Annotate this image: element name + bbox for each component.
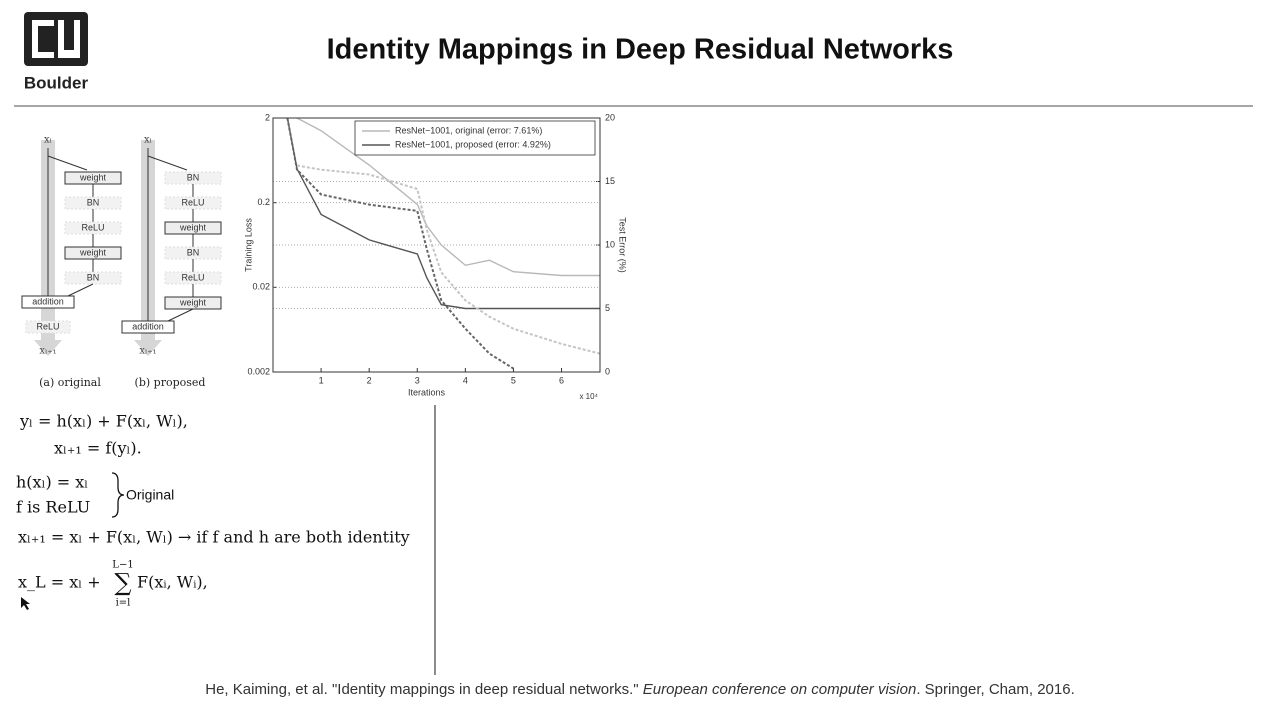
equation: h(xₗ) = xₗ [16,473,88,492]
logo-text: Boulder [24,73,89,92]
cursor [21,597,30,610]
equation: yₗ = h(xₗ) + F(xₗ, Wₗ), [19,412,188,431]
y-tick-label: 0.2 [257,197,270,207]
y2-tick-label: 15 [605,176,615,186]
x-axis-label: Iterations [408,387,446,397]
training-chart: 2 0.2 0.02 0.002 0 5 10 15 20 1 2 3 4 5 6 Iterations x 1… [243,112,627,401]
addition-label: addition [32,296,64,306]
brace [111,472,125,518]
y2-tick-label: 5 [605,303,610,313]
x-tick-label: 2 [367,375,372,385]
layer-label: BN [187,247,200,257]
y2-tick-label: 20 [605,112,615,122]
y2-tick-label: 0 [605,366,610,376]
diagram-output: xₗ₊₁ [139,346,156,357]
series-line [286,118,514,370]
sum-upper: L−1 [112,560,133,571]
series-line [296,118,600,277]
branch-line [47,155,88,171]
equation: xₗ₊₁ = f(yₗ). [54,439,142,458]
series-line [286,118,600,310]
x-tick-label: 1 [319,375,324,385]
x-tick-label: 3 [415,375,420,385]
equation: x_L = xₗ + [18,573,101,592]
sum-lower: i=l [116,598,131,609]
addition-box [121,320,175,334]
legend-label: ResNet−1001, proposed (error: 4.92%) [395,139,551,149]
x-multiplier: x 10⁴ [579,392,598,401]
layer-label: ReLU [81,222,104,232]
sum-sign: ∑ [114,569,131,597]
equation: F(xᵢ, Wᵢ), [137,573,208,592]
y-tick-label: 0.02 [252,282,270,292]
diagram-output: xₗ₊₁ [39,346,56,357]
brace-label: Original [126,487,174,503]
layer-label: ReLU [181,197,204,207]
y2-axis-label: Test Error (%) [618,217,628,273]
equations: yₗ = h(xₗ) + F(xₗ, Wₗ), xₗ₊₁ = f(yₗ). h(… [16,412,410,609]
layer-label: BN [187,172,200,182]
layer-box [25,320,71,334]
diagram-input: xₗ [44,135,52,146]
x-tick-label: 5 [511,375,516,385]
layer-label: weight [79,172,107,182]
legend-box [354,120,596,156]
y-axis-label: Training Loss [243,218,253,272]
layer-label: weight [179,297,207,307]
diagram-input: xₗ [144,135,152,146]
y-tick-label: 0.002 [247,366,270,376]
citation: He, Kaiming, et al. "Identity mappings i… [205,681,1075,698]
layer-label: ReLU [181,272,204,282]
branch-line [147,155,188,171]
x-tick-label: 4 [463,375,468,385]
citation-venue: European conference on computer vision [643,681,917,698]
layer-label: ReLU [36,321,59,331]
y2-tick-label: 10 [605,239,615,249]
equation: f is ReLU [16,498,90,517]
series-line [296,164,600,355]
addition-label: addition [132,321,164,331]
y-tick-label: 2 [265,112,270,122]
layer-label: BN [87,197,100,207]
logo [24,12,88,66]
layer-label: BN [87,272,100,282]
citation-rest: . Springer, Cham, 2016. [916,681,1074,698]
legend-label: ResNet−1001, original (error: 7.61%) [395,125,542,135]
plot-frame [272,117,601,373]
merge-line [67,283,94,297]
addition-box [21,295,75,309]
block-diagrams: xₗ weight BN ReLU weight BN addition ReLU xₗ₊₁ (a… [21,135,222,389]
slide-title: Identity Mappings in Deep Residual Netwo… [327,34,954,66]
layer-label: weight [79,247,107,257]
layer-label: weight [179,222,207,232]
citation-authors: He, Kaiming, et al. "Identity mappings i… [205,681,643,698]
diagram-caption: (a) original [39,376,101,389]
equation: xₗ₊₁ = xₗ + F(xₗ, Wₗ) → if f and h are b… [18,528,410,547]
merge-line [167,308,194,322]
diagram-caption: (b) proposed [135,376,206,389]
x-tick-label: 6 [559,375,564,385]
